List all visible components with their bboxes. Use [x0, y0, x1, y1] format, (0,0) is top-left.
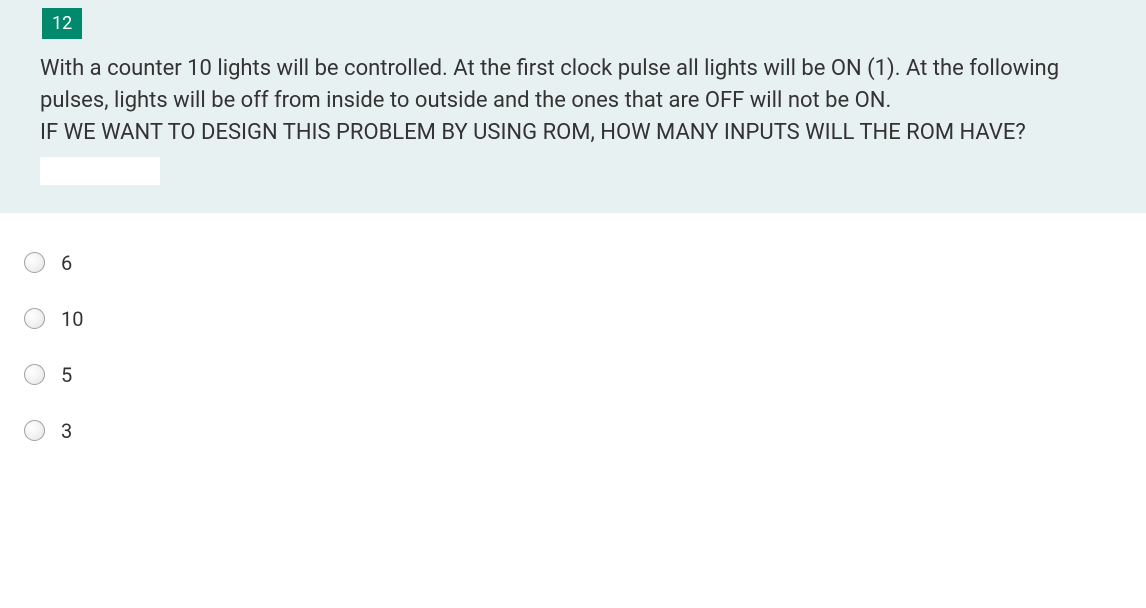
option-row[interactable]: 10	[24, 293, 1146, 345]
option-label: 6	[61, 251, 72, 275]
question-number-badge: 12	[42, 8, 82, 39]
radio-option-3[interactable]	[24, 364, 45, 385]
options-list: 6 10 5 3	[0, 213, 1146, 457]
option-label: 5	[61, 363, 72, 387]
question-paragraph-1: With a counter 10 lights will be control…	[40, 53, 1106, 117]
option-label: 3	[61, 419, 72, 443]
option-row[interactable]: 6	[24, 237, 1146, 289]
option-row[interactable]: 5	[24, 349, 1146, 401]
question-text: With a counter 10 lights will be control…	[0, 39, 1146, 149]
option-row[interactable]: 3	[24, 405, 1146, 457]
option-label: 10	[61, 307, 83, 331]
radio-option-1[interactable]	[24, 252, 45, 273]
question-paragraph-2: IF WE WANT TO DESIGN THIS PROBLEM BY USI…	[40, 117, 1106, 149]
radio-option-2[interactable]	[24, 308, 45, 329]
answer-blank[interactable]	[40, 157, 160, 185]
radio-option-4[interactable]	[24, 420, 45, 441]
question-box: 12 With a counter 10 lights will be cont…	[0, 0, 1146, 213]
